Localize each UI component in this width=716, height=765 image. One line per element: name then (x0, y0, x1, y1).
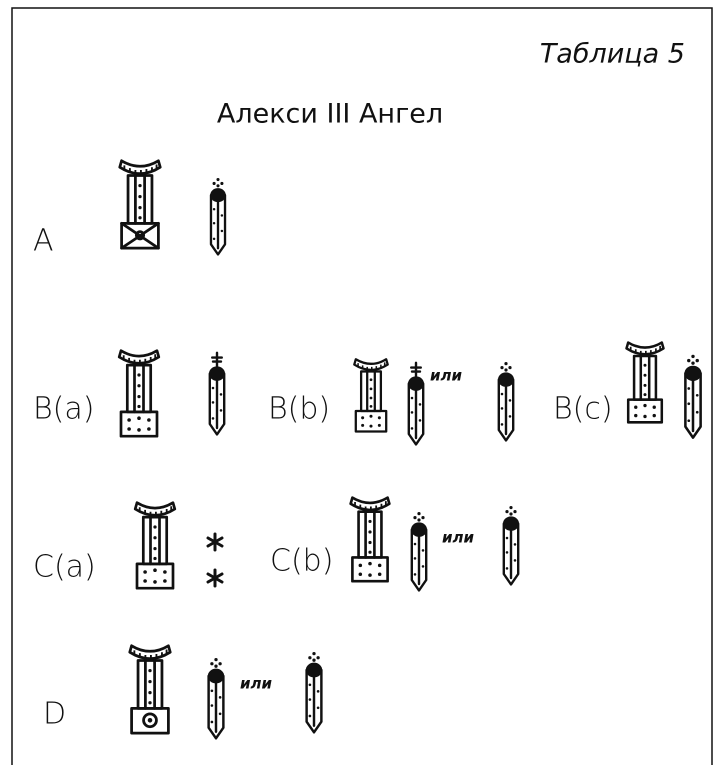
pendant-top (505, 506, 517, 516)
row-label: C(a) (33, 550, 96, 585)
row-label: B(c) (553, 392, 613, 427)
pendant-top (409, 361, 423, 378)
or-connector: или (442, 529, 474, 547)
row-label: D (43, 697, 66, 732)
pendant-top (413, 512, 425, 522)
pendant (208, 186, 228, 256)
star (206, 568, 224, 588)
box (120, 221, 160, 250)
loros (117, 349, 161, 438)
pendant-top (308, 652, 320, 662)
or-connector: или (430, 367, 462, 385)
pendant (496, 371, 516, 442)
pendant (683, 364, 703, 439)
box (358, 561, 382, 577)
loros (133, 501, 177, 590)
pendant-top (500, 362, 512, 372)
row-label: C(b) (270, 544, 333, 579)
frame (11, 7, 713, 765)
pendant-top (212, 178, 224, 188)
pendant (304, 661, 324, 734)
pendant (207, 364, 227, 436)
loros (625, 341, 665, 424)
or-connector: или (240, 675, 272, 693)
box (634, 403, 656, 419)
star (206, 532, 224, 552)
loros (352, 357, 390, 433)
pendant-top (210, 351, 224, 368)
pendant (409, 521, 429, 592)
title: Алекси III Ангел (217, 99, 443, 130)
pendant (206, 667, 226, 740)
table-label: Таблица 5 (540, 39, 685, 70)
row-label: B(a) (33, 392, 94, 427)
pendant-top (687, 354, 699, 365)
box (127, 416, 151, 432)
row-label: B(b) (268, 392, 330, 427)
pendant-top (210, 658, 222, 668)
box (142, 712, 158, 729)
row-label: A (33, 224, 54, 259)
box (143, 568, 167, 584)
pendant (406, 375, 426, 446)
pendant (501, 515, 521, 586)
loros (349, 496, 391, 583)
box (361, 414, 381, 428)
